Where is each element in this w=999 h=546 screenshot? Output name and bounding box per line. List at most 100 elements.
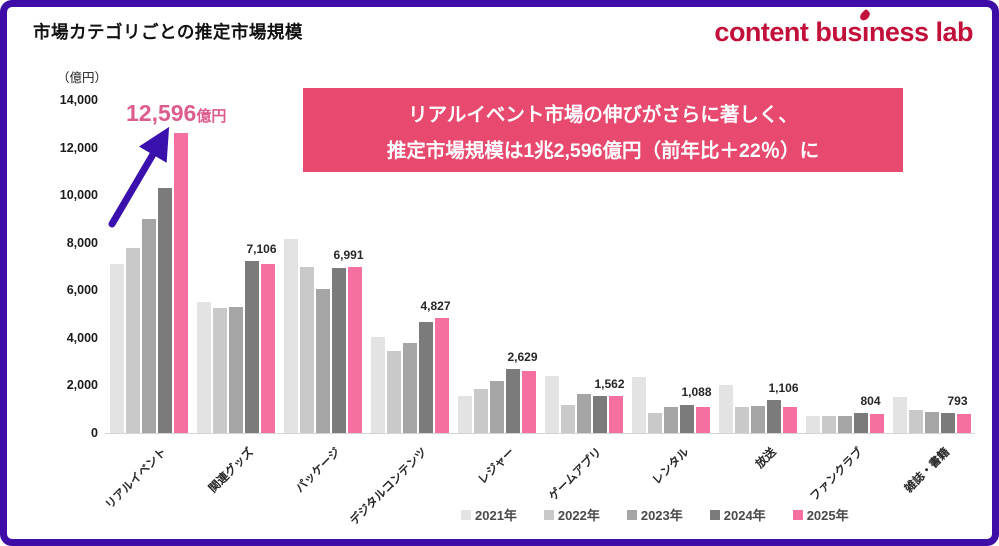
- bar-放送-2024年: [766, 399, 781, 433]
- bar-パッケージ-2023年: [315, 289, 330, 433]
- y-axis-tick-4000: 4,000: [66, 330, 98, 345]
- legend-item-2022年: 2022年: [543, 505, 600, 524]
- bar-ゲームアプリ-2022年: [560, 404, 575, 433]
- legend-item-2021年: 2021年: [461, 505, 517, 524]
- x-axis-label-リアルイベント: リアルイベント: [103, 446, 170, 512]
- bar-リアルイベント-2021年: [109, 264, 124, 433]
- y-axis-tick-2000: 2,000: [66, 378, 98, 393]
- peak-value: 12,596: [126, 100, 197, 126]
- bar-デジタルコンテンツ-2024年: [418, 322, 433, 433]
- y-axis-tick-14000: 14,000: [59, 93, 98, 107]
- bar-デジタルコンテンツ-2025年: [434, 318, 449, 433]
- legend-swatch-icon: [461, 509, 471, 520]
- bar-関連グッズ-2023年: [228, 306, 243, 433]
- x-axis-label-レジャー: レジャー: [476, 446, 518, 487]
- bar-放送-2021年: [718, 385, 733, 433]
- bar-デジタルコンテンツ-2022年: [386, 350, 401, 433]
- headline-line1: リアルイベント市場の伸びがさらに著しく、: [408, 103, 798, 126]
- bar-ファンクラブ-2021年: [805, 416, 820, 433]
- legend-label: 2023年: [640, 508, 683, 523]
- bar-chart-plot-area: 7,106 6,991 4,827 2,629 1,562 1,088 1,106 804 79…: [105, 101, 975, 434]
- bar-レジャー-2024年: [505, 368, 520, 433]
- bar-レンタル-2022年: [647, 412, 662, 433]
- bar-パッケージ-2022年: [299, 266, 314, 433]
- bar-レジャー-2025年: [521, 370, 536, 433]
- page-title: 市場カテゴリごとの推定市場規模: [33, 22, 303, 42]
- bar-group-ファンクラブ: 804: [801, 101, 888, 433]
- bar-放送-2023年: [750, 405, 765, 433]
- bar-パッケージ-2025年: [347, 266, 362, 433]
- bar-group-ゲームアプリ: 1,562: [540, 101, 627, 433]
- bar-パッケージ-2024年: [331, 267, 346, 433]
- x-axis-label-ファンクラブ: ファンクラブ: [807, 446, 866, 504]
- y-axis-tick-10000: 10,000: [59, 188, 98, 203]
- legend-label: 2024年: [723, 508, 766, 523]
- bar-group-リアルイベント: [105, 101, 192, 433]
- bar-value-label: 793: [947, 393, 968, 408]
- bar-雑誌・書籍-2021年: [892, 397, 907, 433]
- legend-item-2024年: 2024年: [709, 505, 766, 524]
- x-axis-label-レンタル: レンタル: [650, 446, 692, 488]
- bar-関連グッズ-2021年: [196, 302, 211, 433]
- legend-swatch-icon: [543, 509, 554, 520]
- legend-label: 2021年: [475, 508, 517, 523]
- bar-ファンクラブ-2022年: [821, 415, 836, 433]
- growth-arrow-icon: [108, 126, 170, 228]
- bar-group-レジャー: 2,629: [453, 101, 540, 433]
- y-axis-tick-8000: 8,000: [66, 235, 98, 250]
- bar-group-雑誌・書籍: 793: [888, 101, 975, 433]
- legend-swatch-icon: [709, 509, 720, 520]
- y-axis-tick-6000: 6,000: [66, 283, 98, 298]
- bar-group-デジタルコンテンツ: 4,827: [366, 101, 453, 433]
- bar-レンタル-2024年: [679, 404, 694, 433]
- brand-logo: content bus ıness lab: [714, 8, 974, 48]
- x-axis-label-パッケージ: パッケージ: [294, 446, 344, 496]
- logo-text-pre: content bus: [714, 17, 862, 47]
- x-axis-label-放送: 放送: [753, 446, 779, 471]
- bar-value-label: 1,088: [681, 385, 712, 400]
- bar-リアルイベント-2023年: [141, 218, 156, 433]
- bar-デジタルコンテンツ-2021年: [370, 336, 385, 433]
- bar-レジャー-2023年: [489, 380, 504, 433]
- bar-ファンクラブ-2023年: [837, 415, 852, 433]
- peak-value-unit: 億円: [196, 108, 227, 125]
- bar-リアルイベント-2022年: [125, 247, 140, 433]
- bar-group-放送: 1,106: [714, 101, 801, 433]
- legend-item-2023年: 2023年: [626, 505, 683, 524]
- x-axis-label-デジタルコンテンツ: デジタルコンテンツ: [348, 446, 431, 528]
- legend-label: 2022年: [557, 508, 600, 523]
- bar-value-label: 2,629: [507, 349, 538, 364]
- bar-group-レンタル: 1,088: [627, 101, 714, 433]
- bar-value-label: 7,106: [246, 241, 277, 256]
- x-axis-label-ゲームアプリ: ゲームアプリ: [547, 446, 605, 504]
- legend-swatch-icon: [626, 509, 637, 520]
- bar-group-パッケージ: 6,991: [279, 101, 366, 433]
- bar-レンタル-2021年: [631, 377, 646, 433]
- bar-value-label: 1,562: [594, 376, 625, 391]
- legend-item-2025年: 2025年: [792, 505, 849, 524]
- chart-legend: 2021年 2022年 2023年 2024年 2025年: [461, 505, 849, 524]
- x-axis-label-関連グッズ: 関連グッズ: [206, 446, 257, 496]
- bar-ゲームアプリ-2021年: [544, 375, 559, 433]
- legend-swatch-icon: [792, 509, 803, 520]
- bar-リアルイベント-2025年: [173, 133, 188, 433]
- bar-放送-2022年: [734, 406, 749, 433]
- bar-関連グッズ-2025年: [260, 264, 275, 433]
- bar-レジャー-2022年: [473, 389, 488, 433]
- bar-value-label: 6,991: [333, 247, 364, 262]
- logo-text-i: ı: [861, 17, 870, 47]
- x-axis-label-雑誌・書籍: 雑誌・書籍: [902, 446, 953, 496]
- logo-text-post: ness lab: [868, 17, 974, 47]
- bar-ゲームアプリ-2023年: [576, 393, 591, 433]
- bar-関連グッズ-2024年: [244, 260, 259, 433]
- bar-レジャー-2021年: [457, 396, 472, 433]
- bar-関連グッズ-2022年: [212, 308, 227, 433]
- bar-リアルイベント-2024年: [157, 188, 172, 433]
- bar-レンタル-2023年: [663, 406, 678, 433]
- legend-label: 2025年: [806, 508, 849, 523]
- headline-banner: リアルイベント市場の伸びがさらに著しく、 推定市場規模は1兆2,596億円（前年…: [303, 88, 903, 172]
- bar-group-関連グッズ: 7,106: [192, 101, 279, 433]
- bar-ファンクラブ-2024年: [853, 412, 868, 433]
- bar-デジタルコンテンツ-2023年: [402, 342, 417, 433]
- bar-ゲームアプリ-2025年: [608, 395, 623, 433]
